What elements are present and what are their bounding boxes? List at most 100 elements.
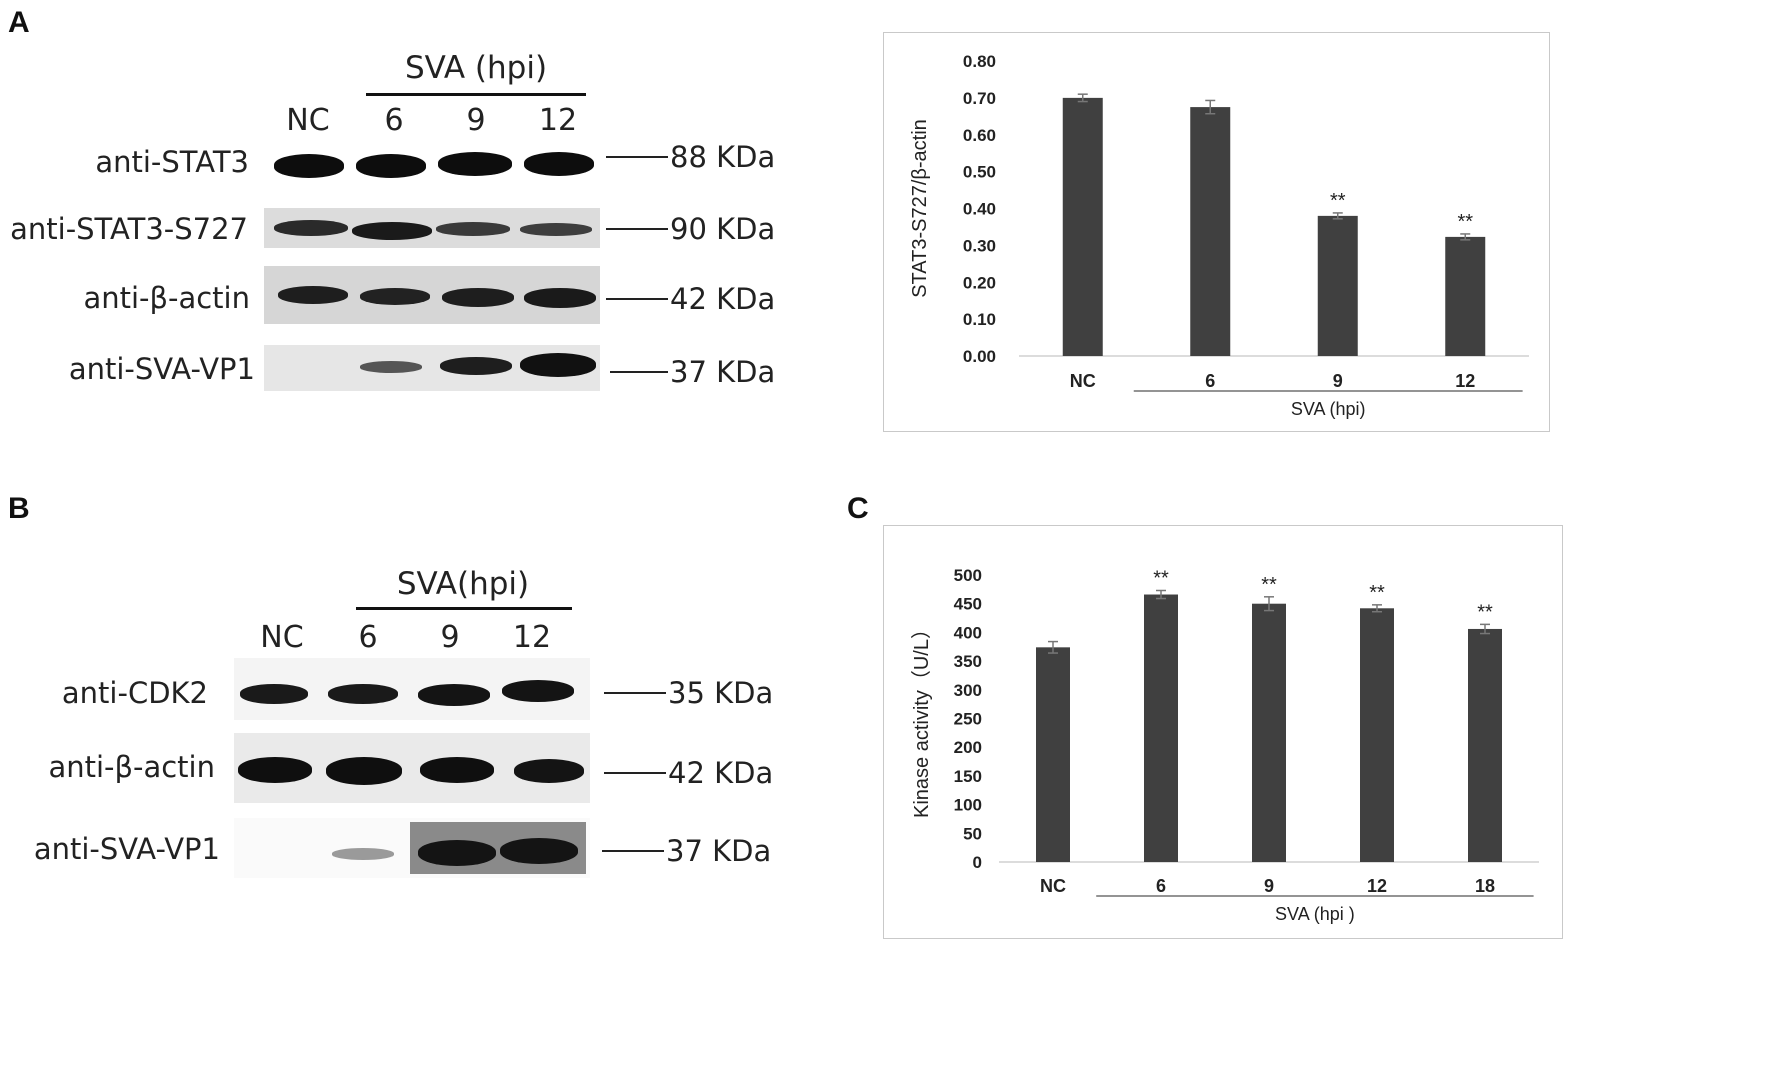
band	[436, 222, 510, 236]
band	[520, 353, 596, 377]
significance-mark: **	[1330, 190, 1346, 212]
lane-label-a-3: 12	[538, 103, 578, 138]
band	[502, 680, 574, 702]
blot-label-b-actin: anti-β-actin	[48, 750, 215, 784]
y-tick-label: 0.40	[963, 200, 996, 219]
y-tick-label: 50	[963, 824, 982, 843]
y-tick-label: 0.10	[963, 310, 996, 329]
band	[438, 152, 512, 176]
y-tick-label: 150	[954, 767, 982, 786]
x-tick-label: 9	[1333, 371, 1343, 391]
blot-label-b-vp1: anti-SVA-VP1	[33, 832, 220, 866]
band	[360, 288, 430, 305]
blot-strip-b-vp1	[234, 818, 590, 878]
lane-label-b-3: 12	[512, 620, 552, 655]
band	[514, 759, 584, 783]
x-tick-label: 9	[1264, 876, 1274, 896]
group-label-a: SVA (hpi)	[404, 50, 548, 86]
band	[524, 152, 594, 176]
panel-letter-a: A	[8, 6, 30, 39]
chart-frame-a: STAT3-S727/β-actin 0.00 0.10 0.20 0.30 0.40 0.…	[883, 32, 1550, 432]
x-tick-label: 18	[1475, 876, 1495, 896]
bar	[1468, 628, 1502, 862]
group-label-b: SVA(hpi)	[396, 566, 530, 602]
mw-marker-b-vp1: 37 KDa	[602, 834, 771, 868]
x-tick-label: NC	[1040, 876, 1066, 896]
mw-marker-b-actin: 42 KDa	[604, 756, 773, 790]
group-line-b	[356, 607, 572, 610]
y-tick-label: 0.30	[963, 236, 996, 255]
bar-chart-c: Kinase activity（U/L） 0 50 100 150 200 250 300 35…	[910, 566, 1539, 924]
panel-letter-c: C	[847, 492, 869, 525]
bar	[1445, 236, 1486, 356]
y-tick-label: 0.80	[963, 52, 996, 71]
lane-label-b-1: 6	[358, 620, 378, 655]
panel-letter-b: B	[8, 492, 30, 525]
y-tick-label: 0.60	[963, 126, 996, 145]
band	[274, 220, 348, 236]
band	[352, 222, 432, 240]
y-tick-label: 0.50	[963, 163, 996, 182]
y-axis-label: STAT3-S727/β-actin	[909, 119, 931, 298]
mw-marker-a-stat3-s727: 90 KDa	[606, 212, 775, 246]
y-tick-label: 0.70	[963, 89, 996, 108]
bar-chart-a: STAT3-S727/β-actin 0.00 0.10 0.20 0.30 0.40 0.…	[909, 52, 1529, 419]
blot-label-a-vp1: anti-SVA-VP1	[68, 352, 255, 386]
bar	[1144, 594, 1178, 862]
band	[278, 286, 348, 304]
blot-label-a-stat3-s727: anti-STAT3-S727	[10, 212, 248, 246]
y-tick-label: 450	[954, 595, 982, 614]
blot-label-a-stat3: anti-STAT3	[95, 145, 249, 179]
lane-label-a-2: 9	[466, 103, 486, 138]
group-line-a	[366, 93, 586, 96]
band	[274, 154, 344, 178]
band	[524, 288, 596, 308]
bar	[1190, 107, 1231, 356]
bar	[1360, 608, 1394, 862]
band	[520, 223, 592, 236]
x-axis-label: SVA (hpi )	[1275, 904, 1355, 924]
lane-label-a-1: 6	[384, 103, 404, 138]
band	[418, 840, 496, 866]
band	[442, 288, 514, 307]
band	[356, 154, 426, 178]
y-tick-label: 400	[954, 623, 982, 642]
blot-strip-a-actin	[264, 266, 600, 324]
bar	[1252, 603, 1286, 862]
significance-mark: **	[1369, 582, 1385, 604]
blot-strip-a-stat3	[264, 136, 600, 192]
significance-mark: **	[1261, 574, 1277, 596]
y-tick-label: 100	[954, 796, 982, 815]
band	[418, 684, 490, 706]
significance-mark: **	[1477, 601, 1493, 623]
band	[328, 684, 398, 704]
y-tick-label: 500	[954, 566, 982, 585]
blot-label-a-actin: anti-β-actin	[83, 281, 250, 315]
significance-mark: **	[1457, 211, 1473, 233]
y-tick-label: 200	[954, 738, 982, 757]
blot-strip-b-cdk2	[234, 658, 590, 720]
x-tick-label: 6	[1205, 371, 1215, 391]
band	[326, 757, 402, 785]
bar	[1062, 97, 1103, 356]
mw-marker-a-stat3: 88 KDa	[606, 140, 775, 174]
band	[360, 361, 422, 373]
y-tick-label: 0.00	[963, 347, 996, 366]
bar	[1036, 647, 1070, 862]
y-axis-label: Kinase activity（U/L）	[910, 619, 933, 818]
x-axis-label: SVA (hpi)	[1291, 399, 1366, 419]
x-tick-label: 6	[1156, 876, 1166, 896]
band	[420, 757, 494, 783]
y-tick-label: 300	[954, 681, 982, 700]
blot-strip-a-vp1	[264, 345, 600, 391]
blot-strip-b-actin	[234, 733, 590, 803]
significance-mark: **	[1153, 567, 1169, 589]
bar	[1317, 215, 1358, 356]
lane-label-b-2: 9	[440, 620, 460, 655]
mw-marker-b-cdk2: 35 KDa	[604, 676, 773, 710]
band	[440, 357, 512, 375]
y-tick-label: 350	[954, 652, 982, 671]
blot-strip-a-stat3-s727	[264, 208, 600, 248]
blot-label-b-cdk2: anti-CDK2	[61, 676, 208, 710]
y-tick-label: 0.20	[963, 273, 996, 292]
